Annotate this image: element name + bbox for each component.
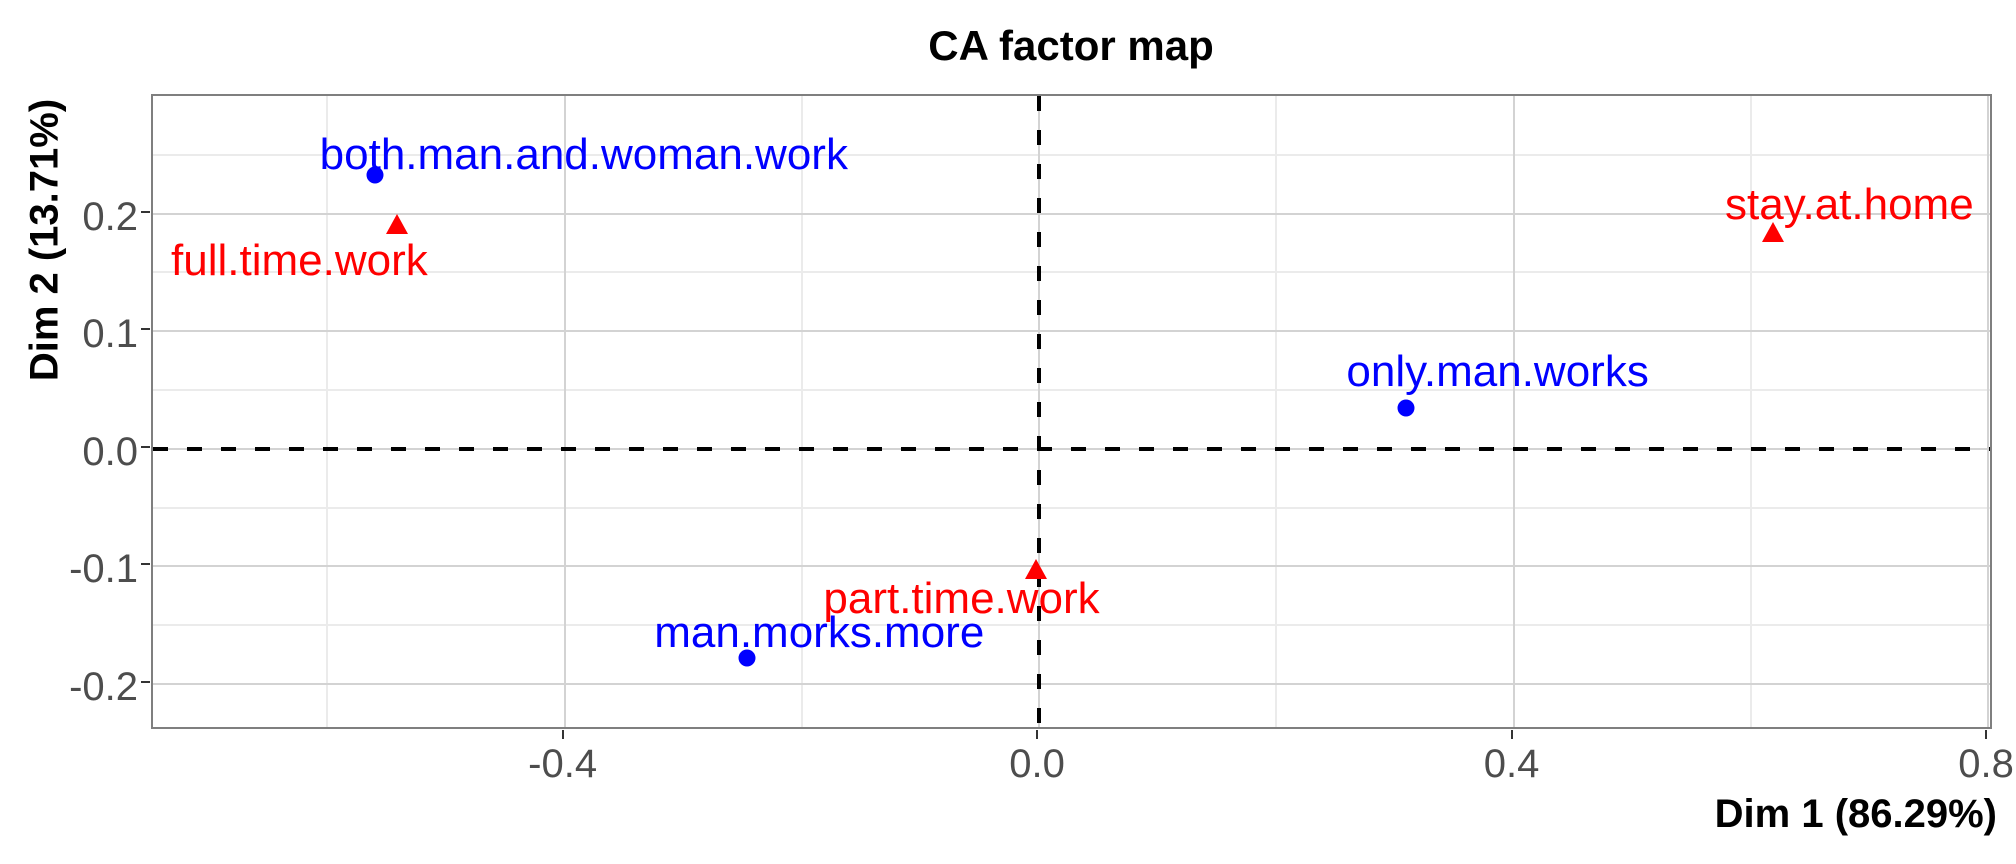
data-point-triangle (1762, 222, 1785, 243)
data-point-circle (738, 649, 756, 667)
point-label: stay.at.home (1725, 180, 1974, 230)
y-minor-gridline (153, 388, 1990, 391)
y-tick-label: 0.0 (82, 429, 138, 474)
x-tick-label: 0.4 (1483, 742, 1540, 786)
y-major-gridline (153, 682, 1990, 685)
x-minor-gridline (800, 96, 803, 727)
x-tick-mark (561, 730, 564, 739)
point-label: both.man.and.woman.work (319, 129, 848, 179)
x-major-gridline (1512, 96, 1515, 727)
point-label: full.time.work (171, 236, 428, 286)
data-point-triangle (1024, 558, 1047, 579)
x-major-gridline (1987, 96, 1990, 727)
plot-panel: both.man.and.woman.work man.morks.more onl… (151, 94, 1992, 729)
data-point-circle (366, 166, 384, 184)
y-major-gridline (153, 330, 1990, 333)
x-tick-label: 0.8 (1958, 742, 2014, 786)
point-label: only.man.works (1346, 346, 1649, 396)
x-major-gridline (563, 96, 566, 727)
x-tick-mark (1510, 730, 1513, 739)
y-minor-gridline (153, 153, 1990, 156)
x-tick-mark (1036, 730, 1039, 739)
x-minor-gridline (1749, 96, 1752, 727)
y-tick-label: 0.2 (82, 194, 138, 239)
horizontal-reference-line (153, 446, 1990, 451)
y-tick-mark (141, 680, 150, 683)
point-label: part.time.work (823, 573, 1100, 623)
point-label: man.morks.more (654, 608, 985, 658)
x-minor-gridline (1275, 96, 1278, 727)
y-tick-mark (141, 210, 150, 213)
y-tick-label: -0.1 (69, 547, 138, 592)
y-minor-gridline (153, 624, 1990, 627)
y-tick-label: -0.2 (69, 664, 138, 709)
x-axis-title: Dim 1 (86.29%) (1714, 792, 1997, 836)
y-tick-mark (141, 563, 150, 566)
chart-title: CA factor map (928, 22, 1214, 69)
y-tick-mark (141, 328, 150, 331)
y-minor-gridline (153, 271, 1990, 274)
x-minor-gridline (326, 96, 329, 727)
y-tick-mark (141, 445, 150, 448)
data-point-triangle (386, 214, 409, 235)
x-tick-label: -0.4 (528, 742, 598, 786)
y-tick-label: 0.1 (82, 312, 138, 357)
x-tick-mark (1985, 730, 1988, 739)
x-tick-label: 0.0 (1009, 742, 1065, 786)
data-point-circle (1397, 399, 1415, 417)
y-major-gridline (153, 565, 1990, 568)
y-minor-gridline (153, 506, 1990, 509)
vertical-reference-line (1037, 96, 1042, 727)
y-major-gridline (153, 212, 1990, 215)
